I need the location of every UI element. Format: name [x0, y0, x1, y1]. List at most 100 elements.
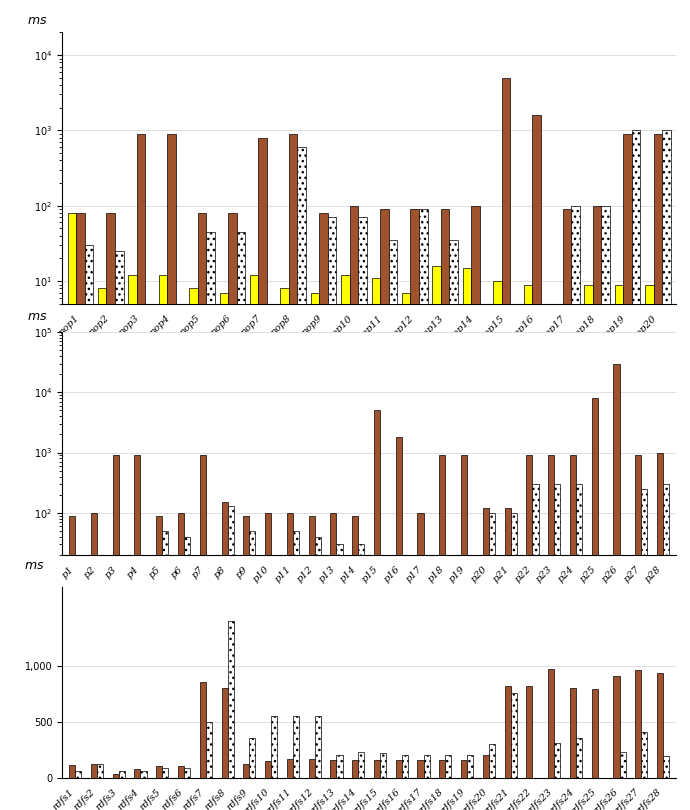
- Bar: [315, 716, 321, 778]
- Bar: [178, 766, 184, 778]
- Bar: [374, 411, 380, 810]
- Bar: [433, 266, 441, 810]
- Bar: [358, 752, 364, 778]
- Bar: [632, 130, 640, 810]
- Bar: [162, 768, 168, 778]
- Bar: [657, 673, 663, 778]
- Bar: [97, 555, 103, 810]
- Bar: [75, 771, 81, 778]
- Bar: [106, 213, 115, 810]
- Bar: [308, 515, 315, 810]
- Bar: [504, 686, 511, 778]
- Bar: [592, 689, 598, 778]
- Bar: [184, 768, 190, 778]
- Bar: [358, 544, 364, 810]
- Bar: [244, 764, 249, 778]
- Bar: [331, 513, 337, 810]
- Bar: [663, 757, 669, 778]
- Bar: [532, 115, 540, 810]
- Bar: [280, 288, 289, 810]
- Bar: [396, 761, 402, 778]
- Bar: [156, 515, 162, 810]
- Bar: [112, 455, 119, 810]
- Y-axis label: $ms$: $ms$: [28, 14, 48, 27]
- Bar: [228, 506, 234, 810]
- Bar: [635, 670, 642, 778]
- Bar: [128, 275, 137, 810]
- Bar: [548, 669, 554, 778]
- Bar: [657, 453, 663, 810]
- Bar: [293, 716, 299, 778]
- Bar: [615, 284, 623, 810]
- Bar: [576, 484, 582, 810]
- Bar: [237, 232, 245, 810]
- Bar: [663, 484, 669, 810]
- Bar: [526, 455, 533, 810]
- Bar: [411, 209, 419, 810]
- Bar: [524, 284, 532, 810]
- Bar: [265, 761, 271, 778]
- Bar: [119, 771, 125, 778]
- Bar: [620, 752, 626, 778]
- Bar: [602, 206, 610, 810]
- Bar: [69, 765, 75, 778]
- Bar: [417, 761, 424, 778]
- Bar: [419, 209, 428, 810]
- Bar: [493, 281, 502, 810]
- Bar: [112, 774, 119, 778]
- Bar: [184, 537, 190, 810]
- Bar: [463, 268, 471, 810]
- Bar: [293, 531, 299, 810]
- Bar: [341, 275, 350, 810]
- Bar: [483, 755, 489, 778]
- Bar: [593, 206, 602, 810]
- Bar: [645, 284, 653, 810]
- Bar: [350, 206, 358, 810]
- Bar: [199, 682, 206, 778]
- Bar: [417, 513, 424, 810]
- Bar: [206, 722, 212, 778]
- Bar: [396, 437, 402, 810]
- Bar: [308, 759, 315, 778]
- Bar: [504, 508, 511, 810]
- Bar: [328, 217, 336, 810]
- Bar: [584, 284, 593, 810]
- Bar: [642, 731, 647, 778]
- Bar: [570, 455, 576, 810]
- Bar: [206, 232, 215, 810]
- Bar: [244, 515, 249, 810]
- Bar: [135, 455, 141, 810]
- Bar: [250, 275, 259, 810]
- Bar: [380, 753, 386, 778]
- Bar: [388, 240, 397, 810]
- Bar: [98, 288, 106, 810]
- Bar: [115, 251, 124, 810]
- Bar: [449, 240, 458, 810]
- Bar: [315, 537, 321, 810]
- Bar: [249, 739, 255, 778]
- Bar: [489, 513, 495, 810]
- Bar: [352, 515, 358, 810]
- Bar: [141, 771, 146, 778]
- Bar: [189, 288, 198, 810]
- Bar: [402, 755, 408, 778]
- Bar: [178, 513, 184, 810]
- Bar: [511, 693, 517, 778]
- Bar: [265, 513, 271, 810]
- Bar: [91, 764, 97, 778]
- Bar: [75, 555, 81, 810]
- Bar: [592, 399, 598, 810]
- Bar: [331, 761, 337, 778]
- Bar: [68, 213, 76, 810]
- Y-axis label: $ms$: $ms$: [24, 559, 45, 572]
- Bar: [483, 508, 489, 810]
- Bar: [653, 134, 662, 810]
- Bar: [319, 213, 328, 810]
- Bar: [440, 761, 445, 778]
- Bar: [159, 275, 167, 810]
- Bar: [576, 739, 582, 778]
- Bar: [249, 531, 255, 810]
- Bar: [97, 764, 103, 778]
- Bar: [613, 364, 620, 810]
- Legend: SPARQL-Algebra, TreeSolver, AFMU: SPARQL-Algebra, TreeSolver, AFMU: [212, 418, 526, 439]
